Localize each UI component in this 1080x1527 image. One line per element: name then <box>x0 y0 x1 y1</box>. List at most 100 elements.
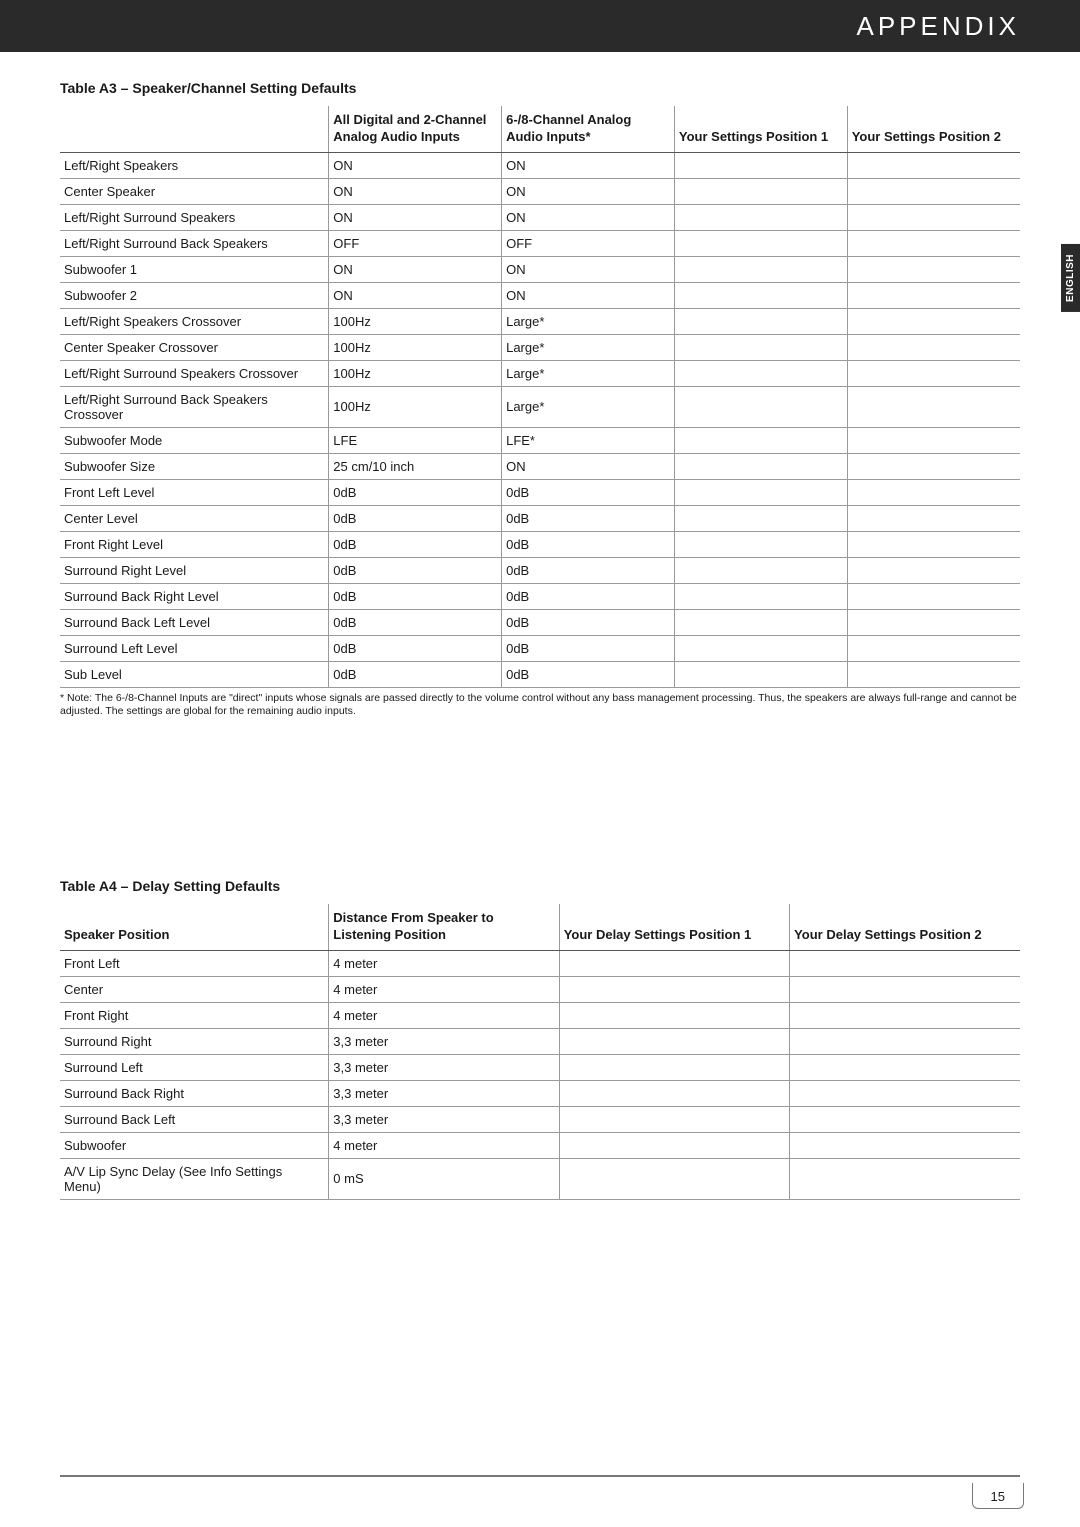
table-cell: Front Right <box>60 1002 329 1028</box>
table-cell: 0dB <box>329 531 502 557</box>
table-cell <box>559 1106 789 1132</box>
table-cell: 0dB <box>329 479 502 505</box>
table-row: Subwoofer ModeLFELFE* <box>60 427 1020 453</box>
table-cell: Subwoofer Size <box>60 453 329 479</box>
table-cell: 4 meter <box>329 1002 559 1028</box>
table-cell: Large* <box>502 386 675 427</box>
table-cell <box>790 1002 1020 1028</box>
table-cell <box>674 308 847 334</box>
table-cell: 3,3 meter <box>329 1028 559 1054</box>
table-cell: Large* <box>502 334 675 360</box>
table-cell <box>674 334 847 360</box>
table-cell: ON <box>502 453 675 479</box>
table-row: Left/Right Surround Back Speakers Crosso… <box>60 386 1020 427</box>
table-cell: Surround Left Level <box>60 635 329 661</box>
table-cell <box>559 1002 789 1028</box>
table-cell <box>559 1132 789 1158</box>
table-cell: 0 mS <box>329 1158 559 1199</box>
table-cell <box>847 178 1020 204</box>
table-cell: Left/Right Surround Speakers Crossover <box>60 360 329 386</box>
table-row: Surround Left Level0dB0dB <box>60 635 1020 661</box>
footer-rule <box>60 1475 1020 1477</box>
table-row: Left/Right Surround SpeakersONON <box>60 204 1020 230</box>
table-cell: 0dB <box>502 557 675 583</box>
table-cell <box>674 386 847 427</box>
table-cell <box>790 1054 1020 1080</box>
table-cell <box>674 531 847 557</box>
table-row: Surround Right Level0dB0dB <box>60 557 1020 583</box>
table-cell: 4 meter <box>329 950 559 976</box>
table-cell: Left/Right Surround Back Speakers Crosso… <box>60 386 329 427</box>
table-a3-col-1: All Digital and 2-Channel Analog Audio I… <box>329 106 502 152</box>
table-row: Subwoofer4 meter <box>60 1132 1020 1158</box>
table-row: Left/Right Surround Back SpeakersOFFOFF <box>60 230 1020 256</box>
table-cell <box>790 1028 1020 1054</box>
table-cell: Surround Left <box>60 1054 329 1080</box>
table-cell <box>847 635 1020 661</box>
table-cell: Center Speaker Crossover <box>60 334 329 360</box>
table-a3-header-row: All Digital and 2-Channel Analog Audio I… <box>60 106 1020 152</box>
table-cell <box>847 282 1020 308</box>
table-cell: Center Speaker <box>60 178 329 204</box>
table-row: Sub Level0dB0dB <box>60 661 1020 687</box>
table-cell: Subwoofer Mode <box>60 427 329 453</box>
table-cell <box>674 204 847 230</box>
table-cell: Front Left <box>60 950 329 976</box>
header-title: APPENDIX <box>857 11 1021 42</box>
table-row: Center SpeakerONON <box>60 178 1020 204</box>
table-cell <box>559 1054 789 1080</box>
table-cell: Surround Right Level <box>60 557 329 583</box>
table-cell: 0dB <box>329 583 502 609</box>
table-cell: 4 meter <box>329 976 559 1002</box>
table-cell: Left/Right Surround Speakers <box>60 204 329 230</box>
table-cell: 0dB <box>502 479 675 505</box>
table-cell: Left/Right Speakers Crossover <box>60 308 329 334</box>
table-cell: 0dB <box>502 635 675 661</box>
table-a3-col-3: Your Settings Position 1 <box>674 106 847 152</box>
table-cell: 3,3 meter <box>329 1080 559 1106</box>
table-cell: 3,3 meter <box>329 1106 559 1132</box>
table-row: Front Right Level0dB0dB <box>60 531 1020 557</box>
table-a3-title: Table A3 – Speaker/Channel Setting Defau… <box>60 80 1020 96</box>
table-cell: 100Hz <box>329 334 502 360</box>
table-a4-header-row: Speaker Position Distance From Speaker t… <box>60 904 1020 950</box>
table-cell <box>674 453 847 479</box>
table-cell: 100Hz <box>329 386 502 427</box>
table-cell: ON <box>329 178 502 204</box>
table-cell: Left/Right Speakers <box>60 152 329 178</box>
table-cell <box>674 230 847 256</box>
table-cell: Surround Right <box>60 1028 329 1054</box>
table-cell: Surround Back Right Level <box>60 583 329 609</box>
table-cell <box>847 230 1020 256</box>
table-row: Center Speaker Crossover100HzLarge* <box>60 334 1020 360</box>
table-cell <box>847 661 1020 687</box>
table-cell: Front Left Level <box>60 479 329 505</box>
table-a4-col-2: Your Delay Settings Position 1 <box>559 904 789 950</box>
table-cell <box>674 427 847 453</box>
table-cell <box>847 453 1020 479</box>
table-cell <box>790 950 1020 976</box>
table-cell <box>674 360 847 386</box>
table-cell <box>674 635 847 661</box>
table-cell: Large* <box>502 308 675 334</box>
table-cell <box>847 479 1020 505</box>
table-a4: Speaker Position Distance From Speaker t… <box>60 904 1020 1200</box>
table-cell <box>674 178 847 204</box>
table-row: Subwoofer 2ONON <box>60 282 1020 308</box>
table-row: Front Left Level0dB0dB <box>60 479 1020 505</box>
table-cell: ON <box>502 178 675 204</box>
table-cell: 0dB <box>502 505 675 531</box>
table-cell <box>847 427 1020 453</box>
table-cell <box>559 1028 789 1054</box>
table-row: Center4 meter <box>60 976 1020 1002</box>
table-a3-footnote: * Note: The 6-/8-Channel Inputs are "dir… <box>60 692 1020 718</box>
table-row: Center Level0dB0dB <box>60 505 1020 531</box>
language-tab: ENGLISH <box>1061 244 1080 312</box>
table-row: Left/Right Speakers Crossover100HzLarge* <box>60 308 1020 334</box>
table-cell: 0dB <box>502 531 675 557</box>
table-row: A/V Lip Sync Delay (See Info Settings Me… <box>60 1158 1020 1199</box>
table-cell: ON <box>329 282 502 308</box>
table-cell: Surround Back Left Level <box>60 609 329 635</box>
table-row: Surround Back Left Level0dB0dB <box>60 609 1020 635</box>
table-cell <box>674 557 847 583</box>
